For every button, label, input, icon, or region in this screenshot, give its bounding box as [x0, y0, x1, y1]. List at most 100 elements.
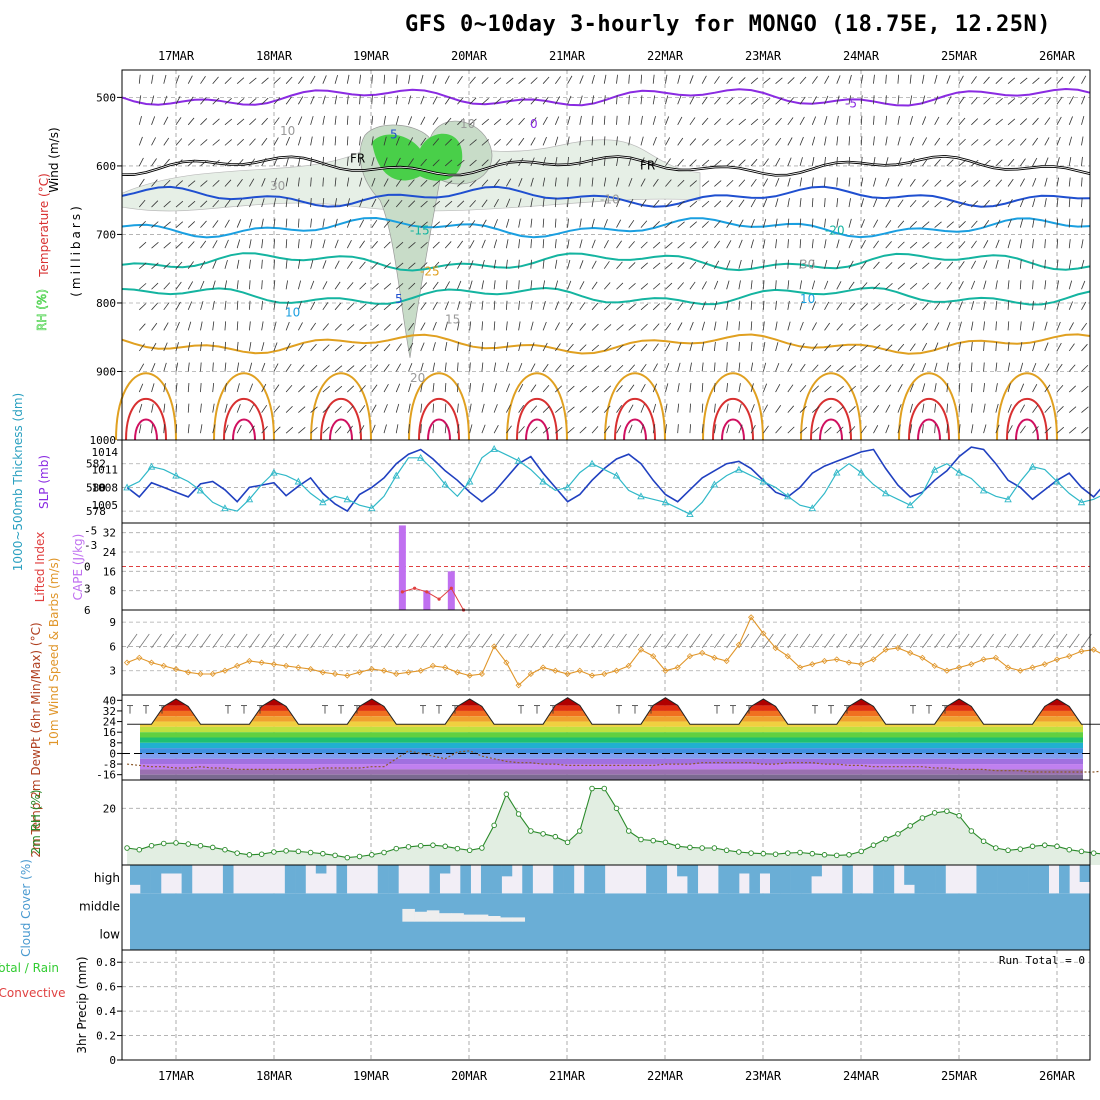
wind-barb	[322, 281, 328, 290]
wind-barb	[701, 138, 709, 146]
rh-point	[882, 836, 889, 842]
wind-barb	[224, 321, 227, 331]
wind-barb	[1068, 198, 1071, 208]
wind-barb	[505, 218, 510, 228]
slp-point	[1004, 495, 1012, 503]
wind-barb	[567, 136, 570, 146]
wind-barb	[383, 283, 392, 290]
wind-barb	[1007, 219, 1012, 228]
wind-barb	[175, 75, 180, 84]
wind-barb	[163, 362, 167, 372]
wind-speed-point	[185, 669, 192, 676]
wind-barb	[163, 241, 171, 249]
wind-barb-10m	[909, 633, 921, 649]
wind-barb	[432, 138, 440, 146]
wind-barb	[1044, 280, 1047, 290]
wind-barb	[187, 75, 193, 84]
wind-barb	[554, 76, 561, 84]
wind-barb	[616, 177, 620, 187]
wind-barb	[775, 383, 781, 393]
wind-barb	[518, 362, 523, 372]
wind-barb	[628, 74, 630, 84]
wind-barb-10m	[175, 633, 187, 649]
wind-barb	[151, 424, 153, 434]
wind-barb	[200, 403, 202, 413]
wind-barb	[310, 385, 318, 393]
wind-barb	[236, 300, 239, 310]
wind-barb	[224, 97, 232, 105]
wind-barb	[640, 178, 646, 187]
cloud-high-bar	[914, 865, 926, 894]
slp-point	[637, 492, 645, 500]
wind-barb	[469, 240, 475, 249]
wind-speed-point	[943, 667, 950, 674]
wind-barb	[946, 75, 951, 84]
wind-barb	[481, 362, 484, 372]
wind-barb	[934, 158, 941, 167]
wind-barb	[175, 342, 179, 352]
wind-barb	[1007, 178, 1014, 187]
wind-barb	[224, 179, 232, 187]
wind-barb	[775, 198, 779, 208]
wind-barb	[897, 404, 902, 413]
boundary-temp-contour	[810, 398, 852, 441]
wind-barb	[677, 221, 685, 228]
wind-barb	[628, 404, 634, 413]
wind-barb	[151, 116, 156, 125]
cloud-middle-gap	[426, 910, 440, 922]
wind-barb	[506, 178, 512, 187]
wind-barb	[628, 364, 636, 372]
wind-barb	[909, 221, 917, 228]
wind-barb	[371, 283, 379, 290]
rh-point	[503, 791, 510, 797]
wind-barb	[212, 321, 215, 331]
date-label-bottom: 20MAR	[451, 1069, 488, 1083]
wind-barb	[579, 95, 583, 105]
cloud-high-bar	[491, 865, 502, 894]
wind-barb	[163, 74, 167, 84]
wind-barb	[395, 363, 402, 372]
wind-barb	[591, 426, 599, 434]
wind-barb	[677, 179, 685, 187]
wind-speed-point	[845, 659, 853, 666]
cloud-high-bar	[171, 865, 182, 874]
wind-barb	[322, 136, 325, 146]
wind-barb	[922, 282, 930, 290]
wind-barb	[151, 242, 159, 249]
wind-barb	[922, 322, 928, 331]
wind-barb	[922, 383, 926, 393]
y-axis-label-cape: CAPE (J/kg)	[71, 534, 85, 601]
wind-barb	[163, 200, 171, 208]
wind-barb	[567, 75, 573, 84]
boundary-temp-contour	[800, 372, 862, 441]
wind-barb	[322, 365, 330, 372]
wind-barb	[665, 262, 673, 270]
wind-barb	[958, 403, 961, 413]
wind-barb	[322, 426, 330, 434]
cape-tick-label: 24	[103, 546, 117, 559]
rh-point	[601, 785, 608, 792]
wind-barb	[261, 117, 268, 126]
wind-speed-point	[307, 666, 314, 673]
wind-barb	[224, 239, 229, 249]
wind-barb	[530, 321, 534, 331]
wind-barb	[542, 321, 547, 331]
wind-barb	[665, 158, 671, 167]
wind-speed-point	[601, 670, 608, 678]
wind-barb	[322, 115, 325, 125]
wind-barb	[310, 322, 317, 331]
wind-barb	[958, 261, 965, 269]
wind-barb-10m	[542, 633, 554, 649]
contour-label: 10	[800, 292, 815, 306]
wind-barb	[591, 260, 597, 269]
wind-barb	[677, 302, 684, 311]
wind-barb	[738, 383, 741, 393]
wind-barb	[310, 280, 315, 290]
boundary-temp-contour	[320, 398, 362, 441]
wind-barb	[1068, 177, 1071, 187]
boundary-temp-contour	[134, 418, 158, 441]
wind-barb	[640, 199, 647, 208]
boundary-temp-contour	[310, 372, 372, 441]
wind-barb	[983, 220, 990, 228]
wind-barb	[542, 301, 546, 310]
